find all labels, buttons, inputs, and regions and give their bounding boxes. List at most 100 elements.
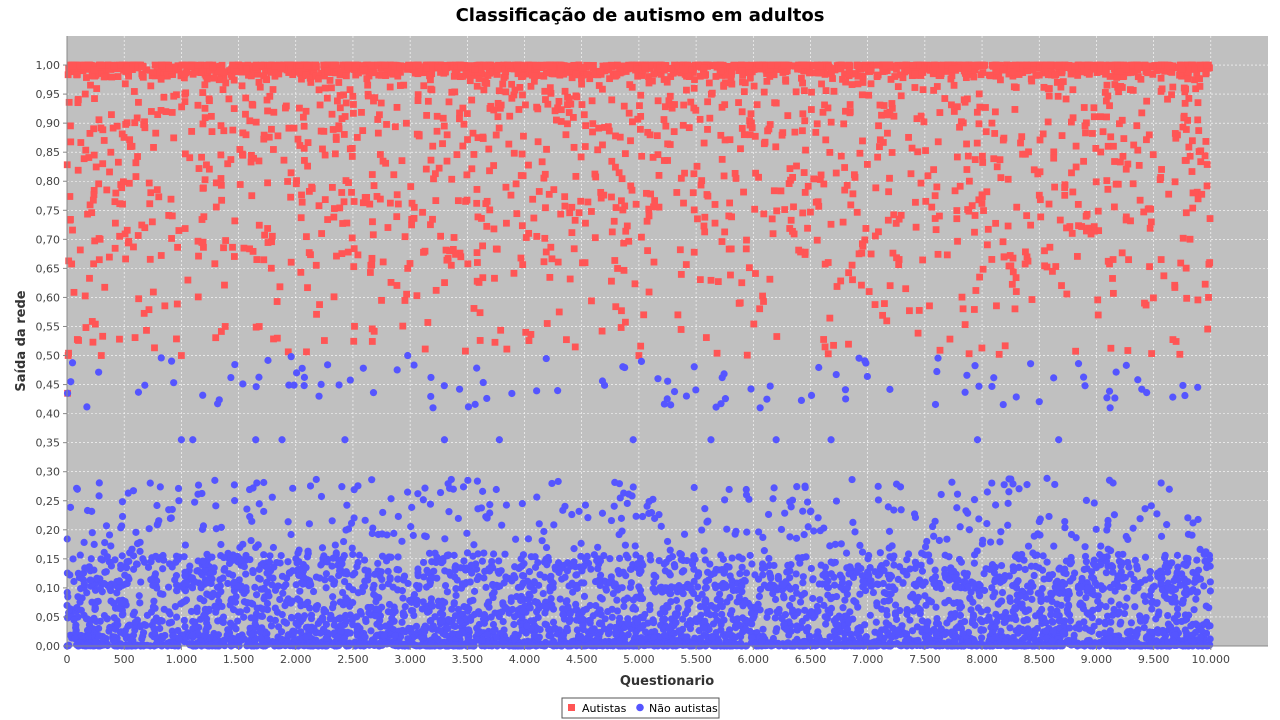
point-nao-autistas — [342, 616, 350, 624]
point-autistas — [987, 72, 994, 80]
point-autistas — [69, 226, 76, 234]
point-autistas — [126, 136, 134, 144]
point-autistas — [886, 61, 894, 69]
point-autistas — [1146, 263, 1153, 271]
point-autistas — [503, 219, 510, 227]
point-autistas — [423, 112, 431, 119]
point-autistas — [348, 188, 355, 196]
point-autistas — [728, 68, 736, 75]
point-autistas — [490, 162, 498, 169]
point-autistas — [975, 196, 983, 204]
point-autistas — [178, 61, 186, 69]
point-autistas — [456, 115, 463, 123]
point-autistas — [152, 129, 160, 137]
point-autistas — [200, 243, 207, 251]
point-autistas — [90, 151, 98, 159]
point-autistas — [635, 65, 643, 73]
point-autistas — [197, 61, 205, 69]
point-nao-autistas — [265, 558, 274, 566]
point-autistas — [790, 203, 797, 211]
point-autistas — [743, 236, 750, 244]
point-nao-autistas — [224, 579, 232, 588]
point-autistas — [618, 175, 626, 183]
point-autistas — [934, 138, 942, 146]
point-autistas — [846, 70, 854, 78]
point-autistas — [368, 61, 376, 69]
point-autistas — [350, 337, 358, 345]
point-autistas — [253, 70, 261, 78]
point-autistas — [302, 71, 310, 79]
point-autistas — [645, 61, 652, 69]
point-autistas — [398, 157, 406, 165]
point-autistas — [135, 98, 142, 106]
point-nao-autistas — [970, 559, 978, 567]
point-autistas — [889, 249, 897, 257]
point-autistas — [201, 114, 209, 122]
point-autistas — [975, 120, 983, 128]
point-autistas — [821, 71, 829, 78]
point-autistas — [256, 83, 264, 91]
point-autistas — [269, 86, 277, 93]
point-autistas — [401, 233, 409, 241]
point-autistas — [971, 156, 979, 163]
point-autistas — [255, 78, 263, 86]
point-autistas — [731, 169, 739, 177]
point-nao-autistas — [991, 589, 999, 597]
point-autistas — [1204, 325, 1212, 333]
point-autistas — [1148, 350, 1156, 357]
point-autistas — [158, 61, 166, 69]
point-autistas — [1188, 137, 1196, 145]
point-autistas — [690, 84, 698, 92]
point-autistas — [502, 183, 510, 191]
point-autistas — [432, 286, 440, 294]
point-nao-autistas — [113, 589, 121, 597]
point-autistas — [1164, 61, 1172, 69]
point-autistas — [271, 63, 279, 70]
point-autistas — [1171, 130, 1179, 137]
point-autistas — [930, 86, 938, 94]
point-autistas — [1058, 282, 1065, 289]
point-autistas — [812, 198, 820, 206]
point-autistas — [1120, 72, 1128, 80]
point-autistas — [469, 129, 477, 137]
point-autistas — [1095, 227, 1103, 235]
point-autistas — [1127, 61, 1135, 69]
point-autistas — [660, 76, 668, 83]
point-autistas — [494, 99, 502, 107]
point-autistas — [806, 69, 813, 77]
point-autistas — [328, 183, 336, 191]
point-autistas — [937, 66, 945, 74]
point-autistas — [645, 205, 653, 213]
point-autistas — [248, 192, 256, 200]
point-autistas — [640, 311, 648, 319]
point-nao-autistas — [204, 623, 212, 631]
point-autistas — [370, 97, 377, 105]
point-autistas — [453, 151, 461, 159]
point-autistas — [413, 292, 421, 300]
point-autistas — [194, 237, 202, 245]
point-autistas — [548, 70, 556, 78]
point-autistas — [1184, 75, 1192, 83]
point-autistas — [410, 203, 418, 211]
point-autistas — [1141, 299, 1148, 307]
point-autistas — [804, 182, 812, 190]
point-nao-autistas — [779, 592, 788, 600]
point-autistas — [95, 180, 103, 188]
point-autistas — [691, 76, 698, 83]
point-nao-autistas — [885, 596, 894, 604]
point-autistas — [849, 190, 857, 198]
point-autistas — [924, 172, 932, 180]
point-autistas — [502, 88, 510, 96]
point-autistas — [696, 72, 704, 80]
point-autistas — [1052, 263, 1060, 270]
point-autistas — [1196, 83, 1204, 90]
point-autistas — [572, 70, 580, 78]
point-autistas — [217, 328, 225, 335]
point-autistas — [837, 277, 845, 285]
point-autistas — [885, 188, 893, 196]
point-autistas — [454, 197, 462, 205]
point-autistas — [494, 65, 502, 73]
point-autistas — [368, 325, 376, 333]
point-autistas — [828, 70, 835, 77]
point-autistas — [763, 77, 771, 85]
